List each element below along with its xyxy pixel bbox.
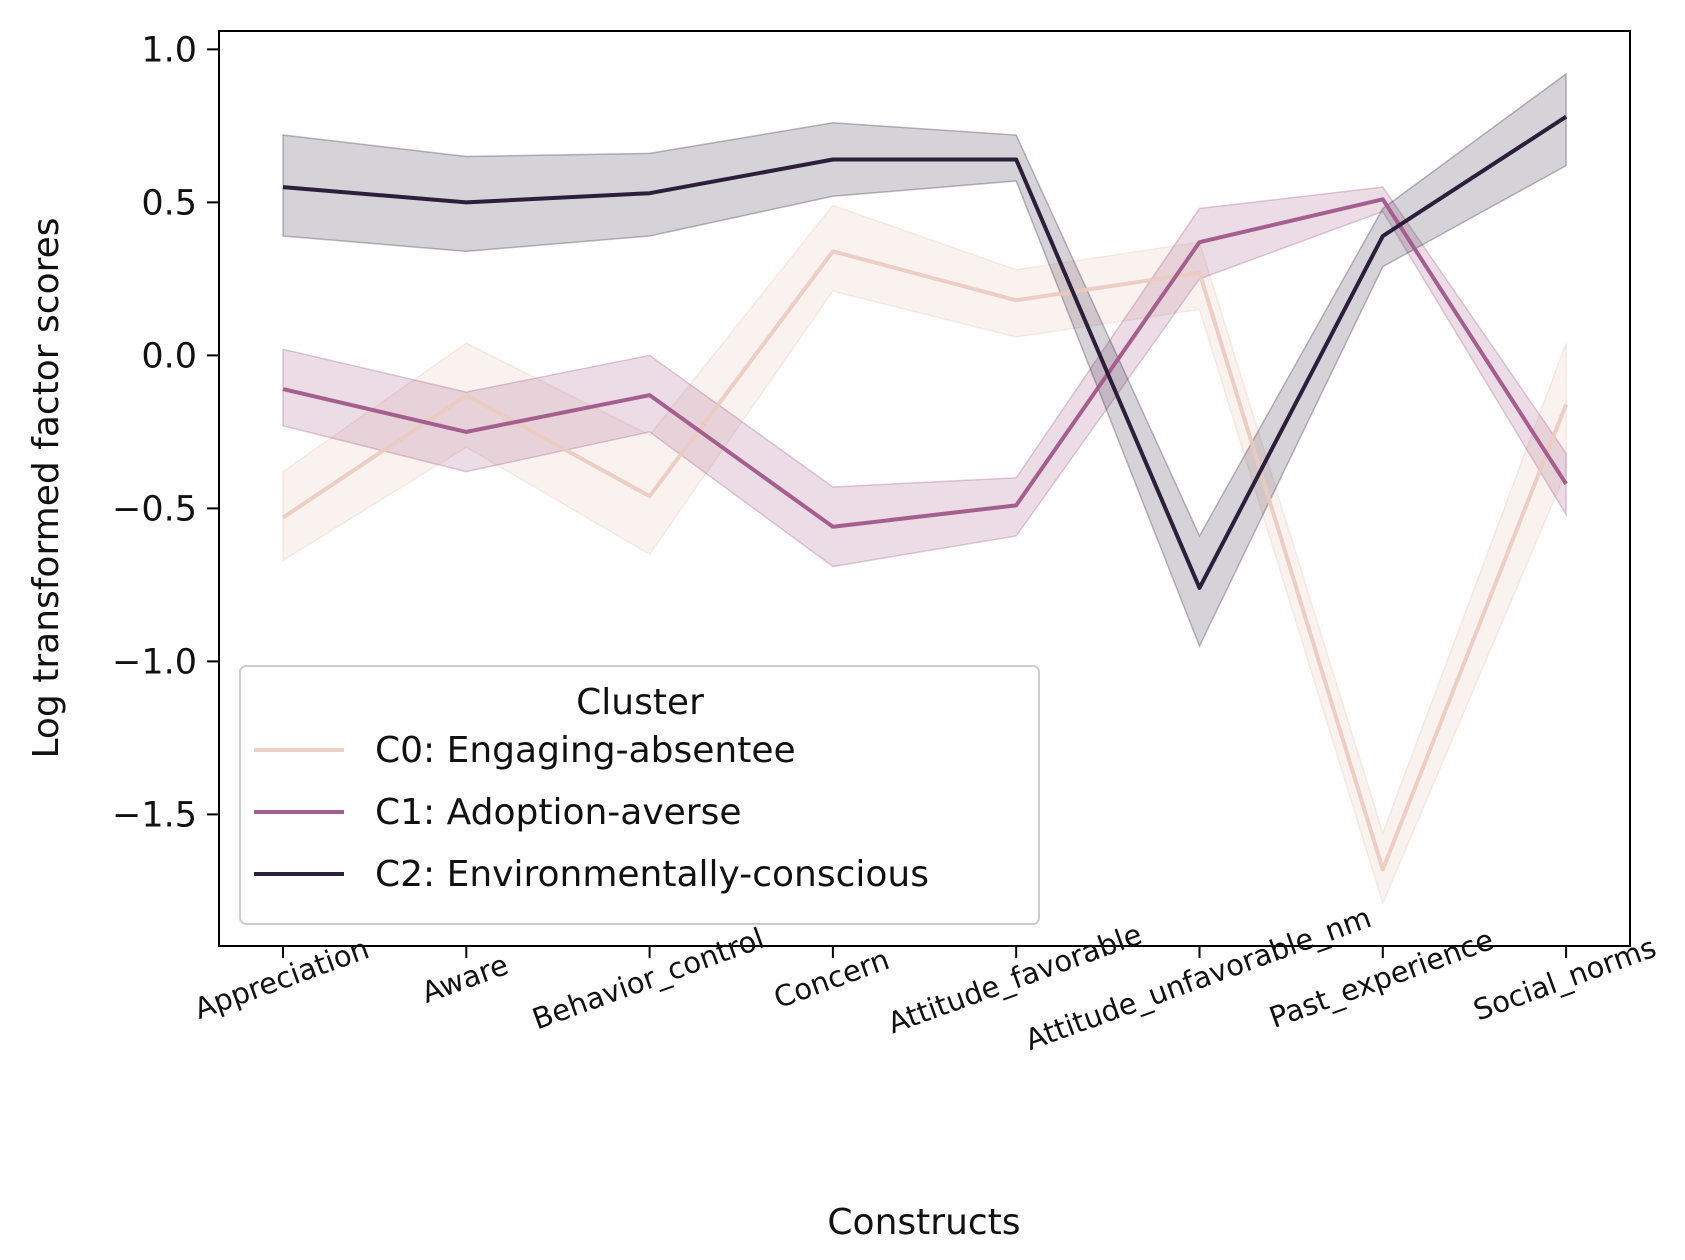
legend-box bbox=[239, 665, 1040, 925]
y-tick-label: −1.5 bbox=[112, 795, 197, 835]
x-tick-label-behavior-control: Behavior_control bbox=[528, 921, 769, 1036]
y-tick-label: −0.5 bbox=[112, 489, 197, 529]
y-tick-label: 0.0 bbox=[141, 336, 197, 376]
legend-title: Cluster bbox=[576, 682, 704, 723]
y-axis: 1.0 0.5 0.0 −0.5 −1.0 −1.5 bbox=[112, 30, 219, 835]
series-lines bbox=[281, 115, 1568, 872]
x-tick-label-concern: Concern bbox=[769, 942, 893, 1015]
legend-label-c0: C0: Engaging-absentee bbox=[375, 730, 796, 771]
plot-area-frame bbox=[218, 30, 1631, 947]
x-tick-label-aware: Aware bbox=[417, 947, 513, 1009]
legend-label-c1: C1: Adoption-averse bbox=[375, 792, 742, 833]
y-tick-label: −1.0 bbox=[112, 642, 197, 682]
confidence-band-c1 bbox=[282, 186, 1567, 568]
legend-items: C0: Engaging-absentee C1: Adoption-averse… bbox=[254, 730, 929, 895]
series-line-c0 bbox=[281, 249, 1568, 872]
series-line-c1 bbox=[282, 197, 1568, 529]
x-tick-label-social-norms: Social_norms bbox=[1469, 930, 1660, 1027]
confidence-band-c0 bbox=[282, 204, 1567, 906]
x-axis-title: Constructs bbox=[827, 1202, 1020, 1243]
y-tick-label: 1.0 bbox=[141, 30, 197, 70]
x-tick-label-attitude-unfavorable-nm: Attitude_unfavorable_nm bbox=[1021, 900, 1376, 1057]
y-axis-title: Log transformed factor scores bbox=[26, 217, 67, 758]
y-tick-label: 0.5 bbox=[141, 183, 197, 223]
legend-label-c2: C2: Environmentally-conscious bbox=[375, 854, 929, 895]
legend: Cluster C0: Engaging-absentee C1: Adoptio… bbox=[239, 665, 1040, 925]
series-line-c2 bbox=[282, 115, 1568, 590]
